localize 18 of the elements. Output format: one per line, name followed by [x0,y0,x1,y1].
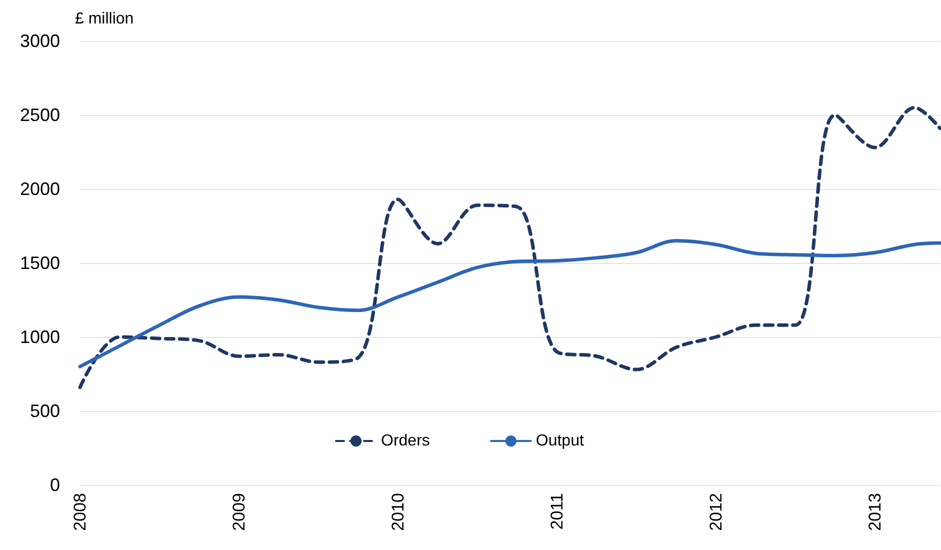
x-tick-label: 2012 [706,493,726,531]
y-tick-label: 1500 [20,253,60,273]
x-tick-label: 2010 [388,493,408,531]
y-axis-title: £ million [75,10,134,28]
line-series [78,239,941,368]
y-tick-label: 2500 [20,105,60,125]
y-tick-label: 3000 [20,31,60,51]
x-tick-label: 2009 [229,493,248,531]
line-series [78,106,941,390]
y-tick-label: 500 [30,401,60,421]
legend-label: Orders [381,432,430,450]
legend-label: Output [536,432,584,450]
x-tick-label: 2013 [865,493,884,531]
x-tick-label: 2008 [70,493,90,531]
y-tick-label: 2000 [20,179,60,199]
x-tick-label: 2011 [547,493,566,530]
y-tick-label: 0 [50,475,60,495]
y-tick-label: 1000 [20,327,60,347]
